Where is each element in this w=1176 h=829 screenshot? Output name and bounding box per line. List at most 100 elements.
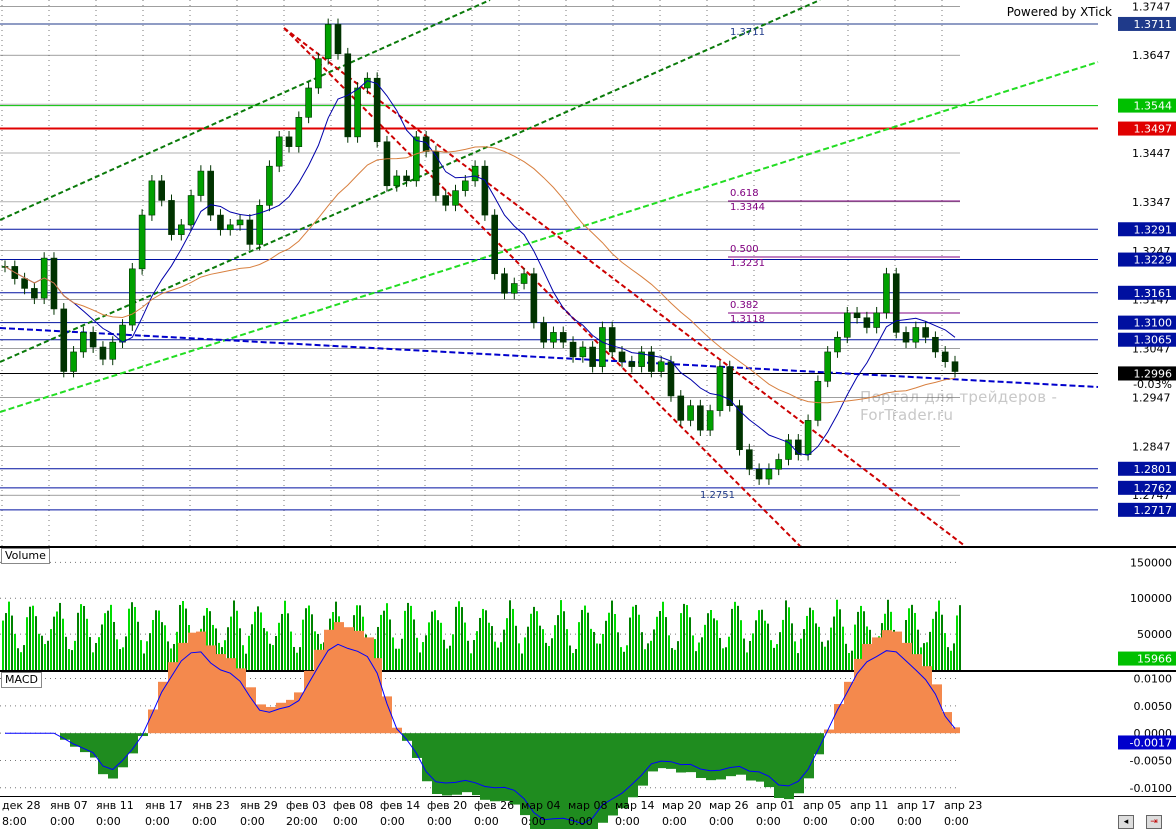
macd-bar	[242, 668, 244, 734]
volume-bar	[776, 644, 778, 670]
macd-bar	[434, 733, 436, 794]
macd-bar	[602, 733, 604, 823]
macd-bar	[316, 649, 318, 734]
macd-bar	[804, 733, 806, 779]
volume-bar	[536, 611, 538, 670]
volume-bar	[143, 653, 145, 670]
volume-bar	[491, 626, 493, 670]
macd-bar	[714, 733, 716, 781]
level-label-box	[1118, 222, 1176, 237]
volume-bar	[437, 620, 439, 670]
high-annotation: 1.3711	[730, 27, 765, 38]
candle-body	[697, 405, 704, 431]
fib-price-label: 1.3118	[730, 314, 765, 325]
macd-bar	[166, 681, 168, 734]
price-pane[interactable]: Powered by XTick Портал для трейдеров - …	[0, 0, 1118, 546]
macd-bar	[532, 733, 534, 829]
macd-bar	[948, 712, 950, 734]
volume-bar	[698, 642, 700, 670]
volume-bar	[791, 623, 793, 670]
volume-bar	[209, 611, 211, 670]
candle-body	[687, 405, 694, 421]
macd-bar	[310, 670, 312, 734]
volume-bar	[158, 610, 160, 670]
macd-bar	[938, 684, 940, 734]
macd-bar	[428, 733, 430, 782]
volume-title: Volume	[1, 548, 50, 564]
volume-bar	[635, 604, 637, 670]
macd-tick-label: 0.0050	[1134, 700, 1173, 713]
macd-bar	[890, 630, 892, 734]
volume-bar	[641, 632, 643, 670]
macd-bar	[468, 733, 470, 793]
candle-body	[736, 405, 743, 451]
macd-bar	[106, 733, 108, 775]
macd-bar	[174, 662, 176, 734]
macd-bar	[606, 733, 608, 823]
candle-body	[295, 117, 303, 147]
volume-bar	[284, 600, 286, 670]
macd-bar	[916, 654, 918, 734]
macd-bar	[102, 733, 104, 775]
x-time-label: 0:00	[850, 815, 875, 828]
volume-bar	[845, 643, 847, 670]
volume-bar	[572, 653, 574, 670]
macd-bar	[112, 733, 114, 779]
macd-bar	[530, 733, 532, 829]
volume-bar	[299, 647, 301, 670]
volume-bar	[140, 640, 142, 670]
macd-bar	[146, 733, 148, 737]
macd-bar	[212, 645, 214, 734]
macd-bar	[568, 733, 570, 829]
volume-bar	[848, 653, 850, 670]
level-label-box	[1118, 332, 1176, 347]
volume-bar	[584, 605, 586, 670]
fib-ratio-label: 0.618	[730, 188, 759, 199]
volume-bar	[545, 642, 547, 670]
volume-bar	[449, 645, 451, 670]
macd-bar	[374, 658, 376, 734]
volume-bar	[383, 610, 385, 670]
volume-bar	[374, 639, 376, 670]
fib-ratio-label: 0.500	[730, 244, 759, 255]
volume-bar	[839, 609, 841, 670]
volume-bar	[653, 629, 655, 670]
x-date-label: мар 20	[662, 799, 702, 812]
volume-bar	[170, 648, 172, 670]
macd-bar	[224, 654, 226, 734]
volume-bar	[548, 646, 550, 670]
candle-body	[922, 327, 929, 338]
macd-bar	[928, 666, 930, 734]
macd-bar	[632, 733, 634, 798]
macd-bar	[114, 733, 116, 779]
volume-bar	[461, 607, 463, 670]
candle-body	[187, 195, 195, 226]
macd-bar	[634, 733, 636, 798]
macd-bar	[402, 733, 404, 741]
volume-bar	[809, 607, 811, 670]
volume-bar	[935, 611, 937, 670]
macd-bar	[382, 696, 384, 734]
volume-bar	[29, 606, 31, 670]
candle-body	[442, 195, 450, 206]
macd-bar	[506, 733, 508, 801]
macd-bar	[218, 654, 220, 734]
macd-bar	[922, 666, 924, 734]
volume-bar	[92, 652, 94, 670]
volume-bar	[686, 605, 688, 670]
macd-bar	[670, 733, 672, 769]
volume-bar	[11, 615, 13, 670]
volume-bar	[638, 614, 640, 670]
volume-bar	[389, 619, 391, 670]
volume-bar	[617, 632, 619, 670]
macd-bar	[940, 684, 942, 734]
macd-bar	[586, 733, 588, 829]
macd-bar	[868, 643, 870, 734]
volume-bar	[590, 628, 592, 670]
volume-bar	[428, 622, 430, 670]
macd-bar	[412, 733, 414, 758]
macd-bar	[396, 727, 398, 734]
macd-bar	[462, 733, 464, 793]
x-date-label: мар 04	[521, 799, 561, 812]
x-time-label: 0:00	[333, 815, 358, 828]
